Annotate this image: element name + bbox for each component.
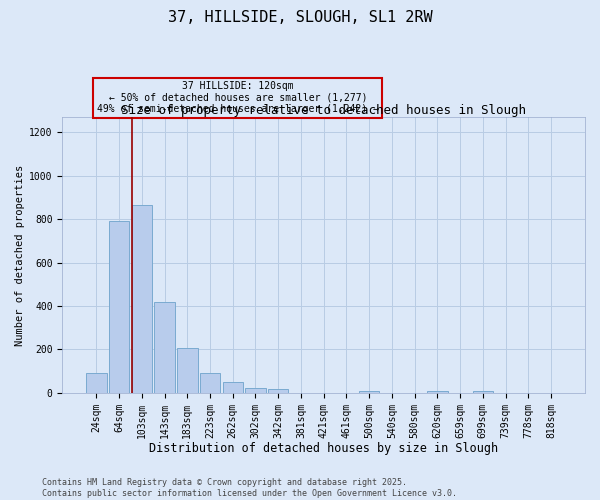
Bar [200, 373, 220, 393]
Bar [268, 389, 289, 393]
Bar [245, 388, 266, 393]
Bar [109, 222, 130, 393]
Text: 37, HILLSIDE, SLOUGH, SL1 2RW: 37, HILLSIDE, SLOUGH, SL1 2RW [167, 10, 433, 25]
Bar [154, 302, 175, 393]
Title: Size of property relative to detached houses in Slough: Size of property relative to detached ho… [121, 104, 526, 117]
Y-axis label: Number of detached properties: Number of detached properties [15, 164, 25, 346]
Bar [177, 348, 197, 393]
Text: Contains HM Land Registry data © Crown copyright and database right 2025.
Contai: Contains HM Land Registry data © Crown c… [42, 478, 457, 498]
Bar [86, 374, 107, 393]
X-axis label: Distribution of detached houses by size in Slough: Distribution of detached houses by size … [149, 442, 498, 455]
Text: 37 HILLSIDE: 120sqm
← 50% of detached houses are smaller (1,277)
49% of semi-det: 37 HILLSIDE: 120sqm ← 50% of detached ho… [97, 81, 379, 114]
Bar [359, 391, 379, 393]
Bar [131, 205, 152, 393]
Bar [427, 390, 448, 393]
Bar [473, 390, 493, 393]
Bar [223, 382, 243, 393]
